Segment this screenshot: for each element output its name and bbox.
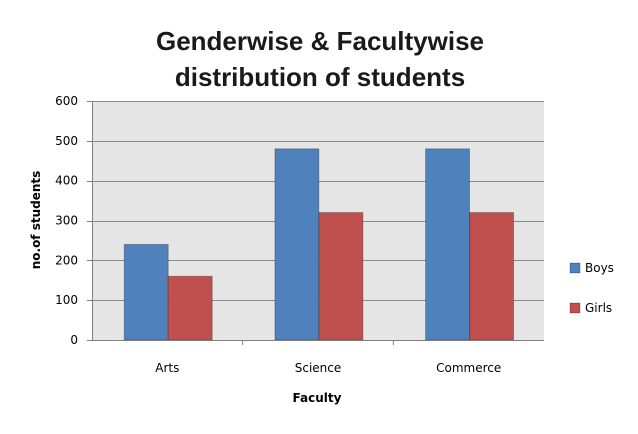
y-tick-label-400: 400 bbox=[55, 174, 78, 188]
bar-girls-commerce bbox=[469, 212, 515, 341]
bar-girls-science bbox=[318, 212, 364, 341]
legend: Boys Girls bbox=[569, 261, 614, 315]
y-tick-labels: 0 100 200 300 400 500 600 bbox=[55, 94, 78, 347]
legend-label-boys: Boys bbox=[585, 261, 614, 275]
y-tick-label-600: 600 bbox=[55, 94, 78, 108]
bar-boys-arts bbox=[123, 243, 169, 341]
legend-label-girls: Girls bbox=[585, 301, 612, 315]
chart-title-line-2: distribution of students bbox=[175, 62, 465, 92]
y-axis-title: no.of students bbox=[29, 171, 43, 270]
y-tick-label-500: 500 bbox=[55, 134, 78, 148]
y-tick-label-300: 300 bbox=[55, 214, 78, 228]
bar-girls-arts bbox=[167, 275, 213, 341]
x-axis-title: Faculty bbox=[293, 391, 342, 405]
x-tick-labels: Arts Science Commerce bbox=[155, 340, 501, 375]
y-tick-label-100: 100 bbox=[55, 293, 78, 307]
bar-boys-science bbox=[274, 148, 320, 341]
legend-swatch-boys bbox=[569, 262, 581, 274]
y-tick-label-200: 200 bbox=[55, 253, 78, 267]
bars bbox=[123, 148, 515, 341]
bar-boys-commerce bbox=[425, 148, 471, 341]
chart-title-line-1: Genderwise & Facultywise bbox=[156, 26, 484, 56]
legend-swatch-girls bbox=[569, 302, 581, 314]
x-tick-label-arts: Arts bbox=[155, 361, 179, 375]
x-tick-label-science: Science bbox=[295, 361, 342, 375]
x-tick-label-commerce: Commerce bbox=[436, 361, 501, 375]
y-tick-label-0: 0 bbox=[70, 333, 78, 347]
